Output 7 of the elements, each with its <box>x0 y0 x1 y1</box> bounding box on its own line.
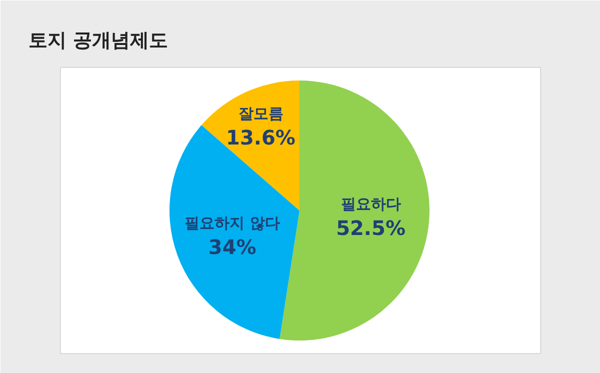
slice-label: 필요하다 <box>340 194 401 213</box>
slice-label: 잘모름 <box>238 104 284 122</box>
data-label: 34% <box>208 235 256 260</box>
data-label: 13.6% <box>226 125 296 150</box>
chart-title: 토지 공개념제도 <box>28 30 168 52</box>
slice-label: 필요하지 않다 <box>184 214 280 232</box>
data-label: 52.5% <box>336 216 406 240</box>
